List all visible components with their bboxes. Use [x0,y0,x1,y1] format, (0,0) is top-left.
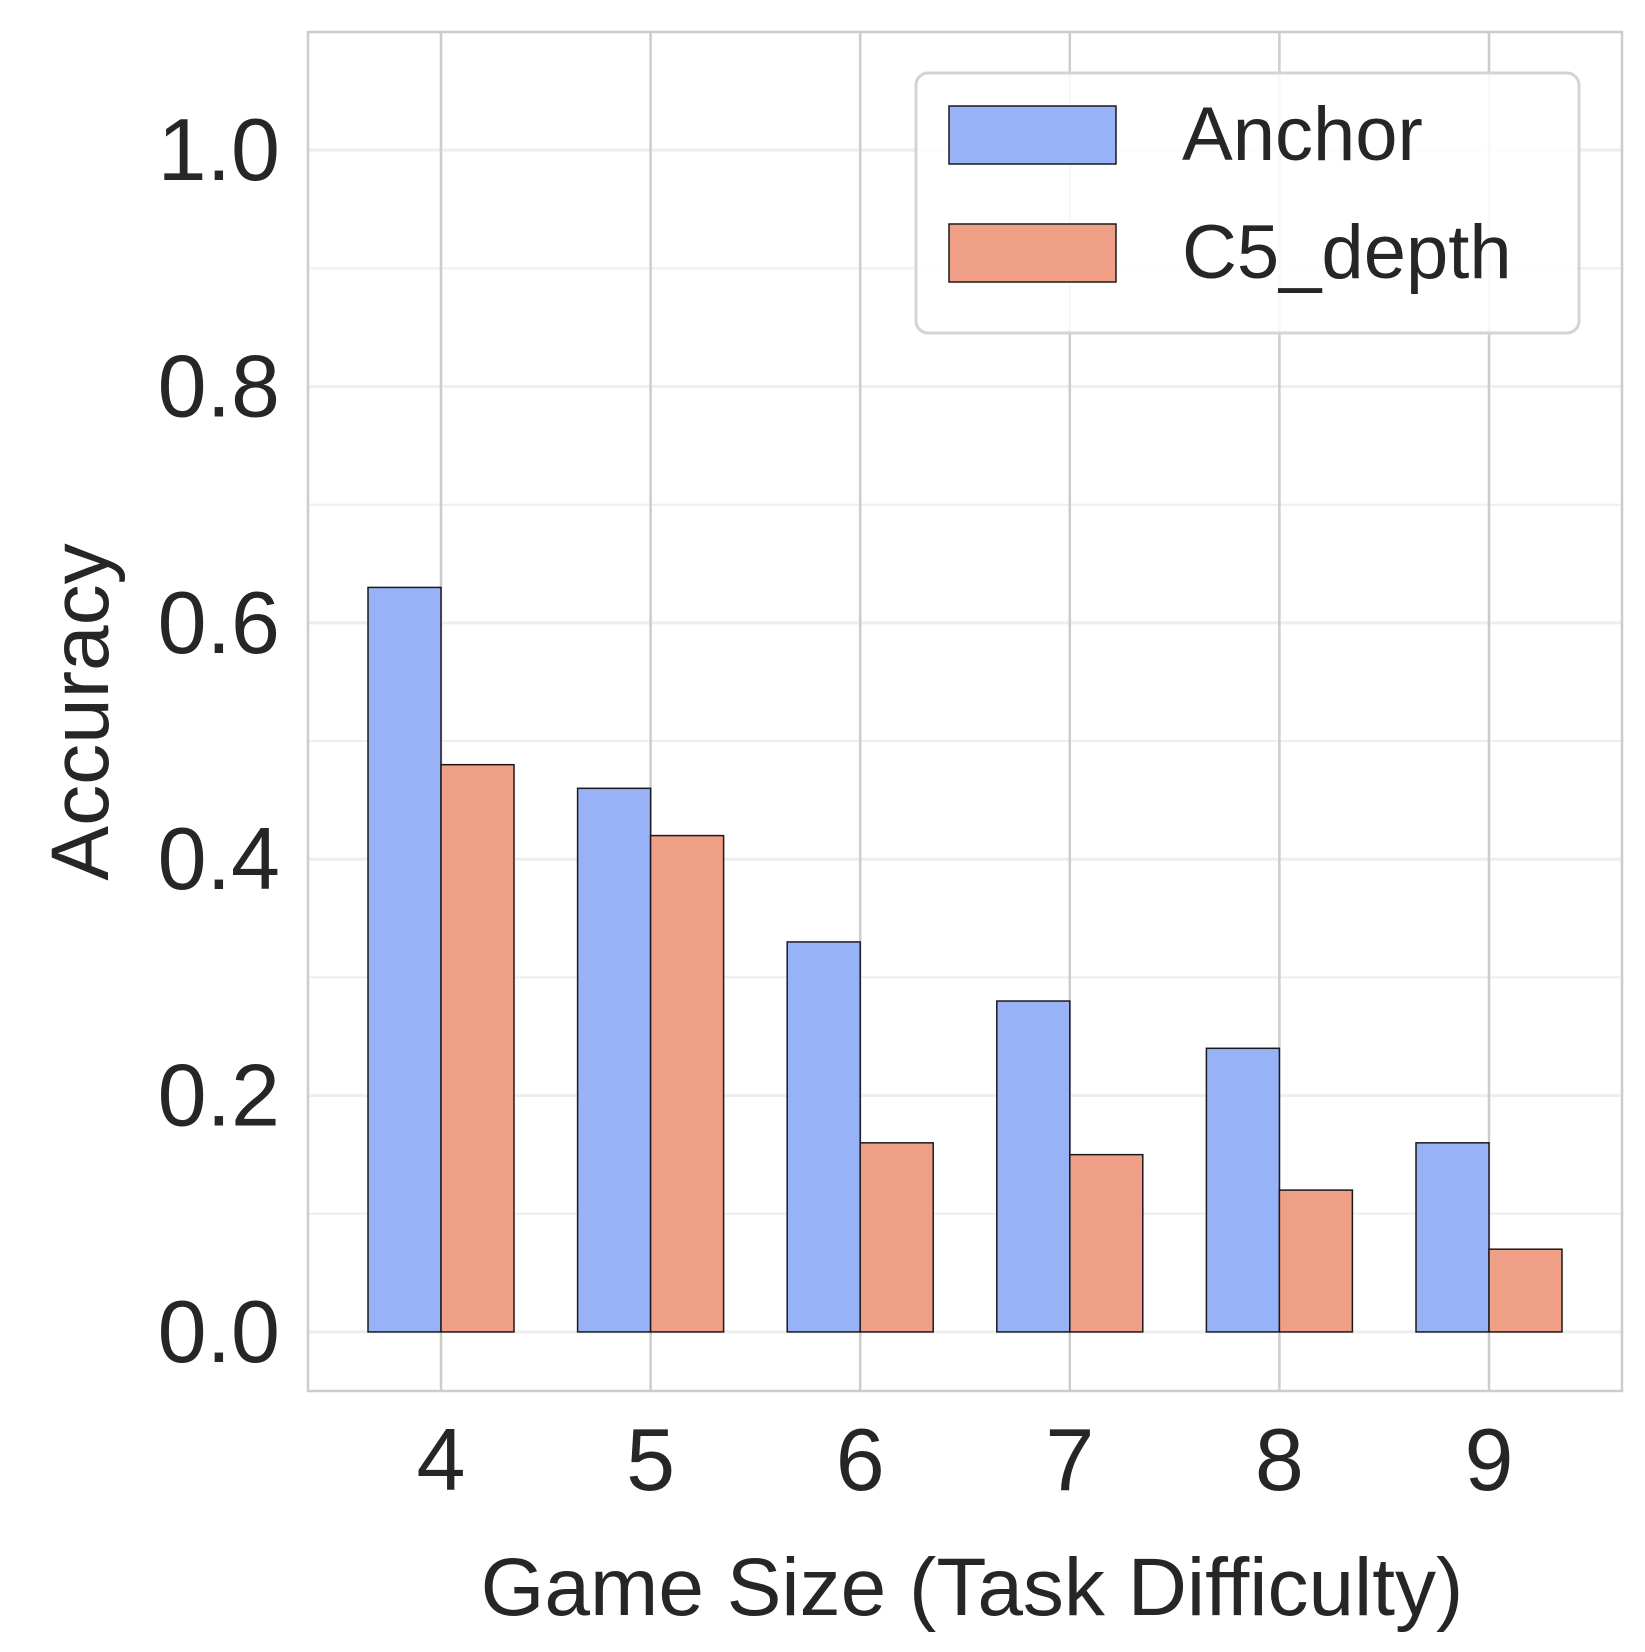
y-tick-label: 0.2 [158,1046,280,1145]
x-tick-label: 9 [1465,1410,1514,1509]
bar-c5-depth-9 [1488,1248,1563,1333]
y-tick-label: 0.6 [158,573,280,672]
bars-layer [367,586,1563,1333]
y-tick-label: 0.4 [158,809,280,908]
bar-anchor-5 [576,787,652,1333]
y-tick-labels: 0.0 0.2 0.4 0.6 0.8 1.0 [158,100,280,1381]
x-tick-label: 7 [1045,1410,1094,1509]
y-tick-label: 1.0 [158,100,280,199]
bar-anchor-9 [1415,1142,1490,1333]
bar-c5-depth-5 [649,834,725,1333]
bar-anchor-8 [1205,1047,1281,1333]
y-tick-label: 0.8 [158,337,280,436]
bar-anchor-7 [996,1000,1071,1333]
bar-c5-depth-8 [1278,1189,1354,1333]
bar-anchor-4 [367,586,442,1333]
y-axis-label: Accuracy [35,543,126,880]
x-tick-label: 5 [626,1410,675,1509]
bar-c5-depth-6 [859,1142,934,1333]
legend-label-anchor: Anchor [1182,92,1423,177]
legend-label-c5-depth: C5_depth [1182,210,1512,295]
x-axis-label: Game Size (Task Difficulty) [481,1542,1464,1633]
legend-swatch-anchor [948,105,1117,165]
plot-frame [306,30,1624,1393]
legend-swatch-c5-depth [948,223,1117,283]
x-tick-label: 6 [836,1410,885,1509]
bar-c5-depth-4 [440,763,515,1333]
x-tick-label: 4 [417,1410,466,1509]
bar-anchor-6 [786,941,861,1333]
legend: Anchor C5_depth [914,71,1581,335]
axes-frame [306,30,1624,1393]
x-tick-labels: 4 5 6 7 8 9 [417,1410,1514,1509]
bar-c5-depth-7 [1069,1153,1144,1333]
y-tick-label: 0.0 [158,1282,280,1381]
x-tick-label: 8 [1255,1410,1304,1509]
